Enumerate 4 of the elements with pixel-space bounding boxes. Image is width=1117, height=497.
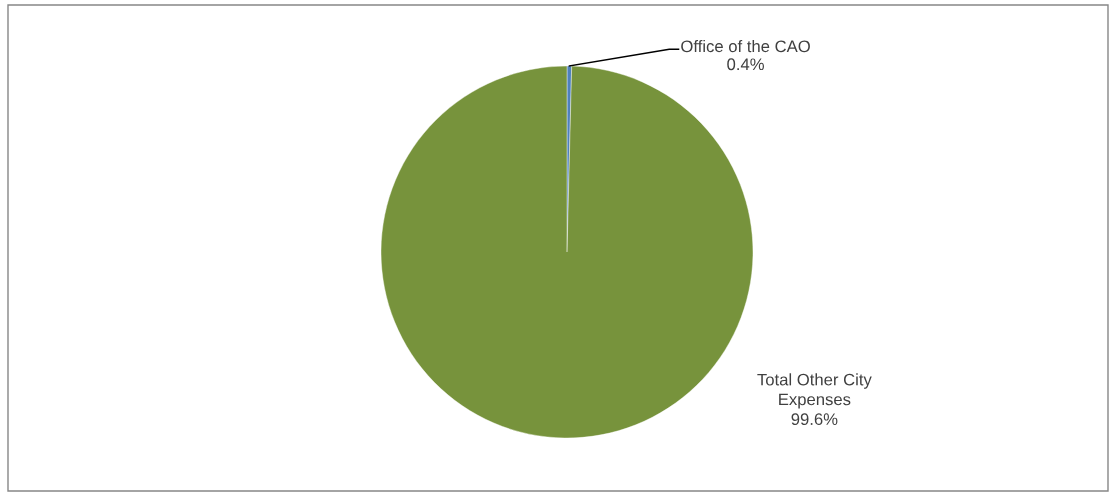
slice-label: Total Other City Expenses — [757, 373, 872, 409]
data-label: 99.6% — [791, 413, 838, 426]
data-label: 0.4% — [727, 58, 764, 71]
slice-label: Office of the CAO — [681, 39, 810, 53]
